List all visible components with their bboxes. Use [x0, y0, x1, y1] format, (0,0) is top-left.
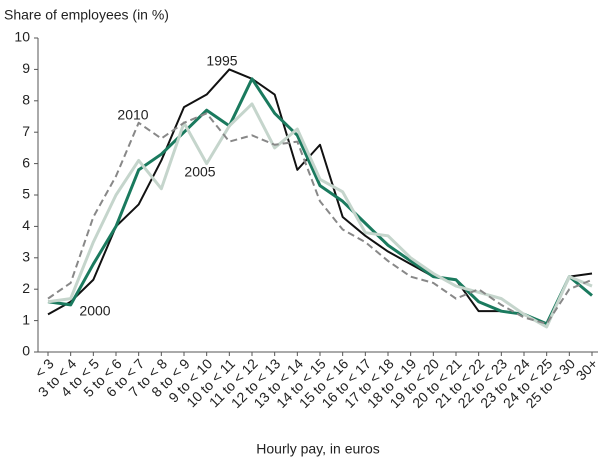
x-axis-label: Hourly pay, in euros	[256, 441, 379, 457]
series-line	[47, 102, 593, 329]
y-tick-label: 6	[22, 154, 30, 170]
series-line	[47, 112, 593, 325]
series-label: 2005	[184, 164, 215, 180]
y-tick-label: 3	[22, 249, 30, 265]
y-tick-label: 8	[22, 92, 30, 108]
y-tick-label: 4	[22, 217, 30, 233]
y-tick-label: 7	[22, 123, 30, 139]
x-tick-label: 30+	[573, 355, 600, 383]
y-tick-label: 5	[22, 186, 30, 202]
y-tick-label: 1	[22, 311, 30, 327]
y-tick-label: 9	[22, 60, 30, 76]
y-axis-label: Share of employees (in %)	[4, 7, 169, 23]
series-label: 2000	[79, 303, 110, 319]
y-tick-label: 10	[14, 29, 30, 45]
series-label: 2010	[117, 107, 148, 123]
series-label: 1995	[206, 53, 237, 69]
series-line	[47, 77, 593, 326]
y-tick-label: 0	[22, 343, 30, 359]
y-tick-label: 2	[22, 280, 30, 296]
